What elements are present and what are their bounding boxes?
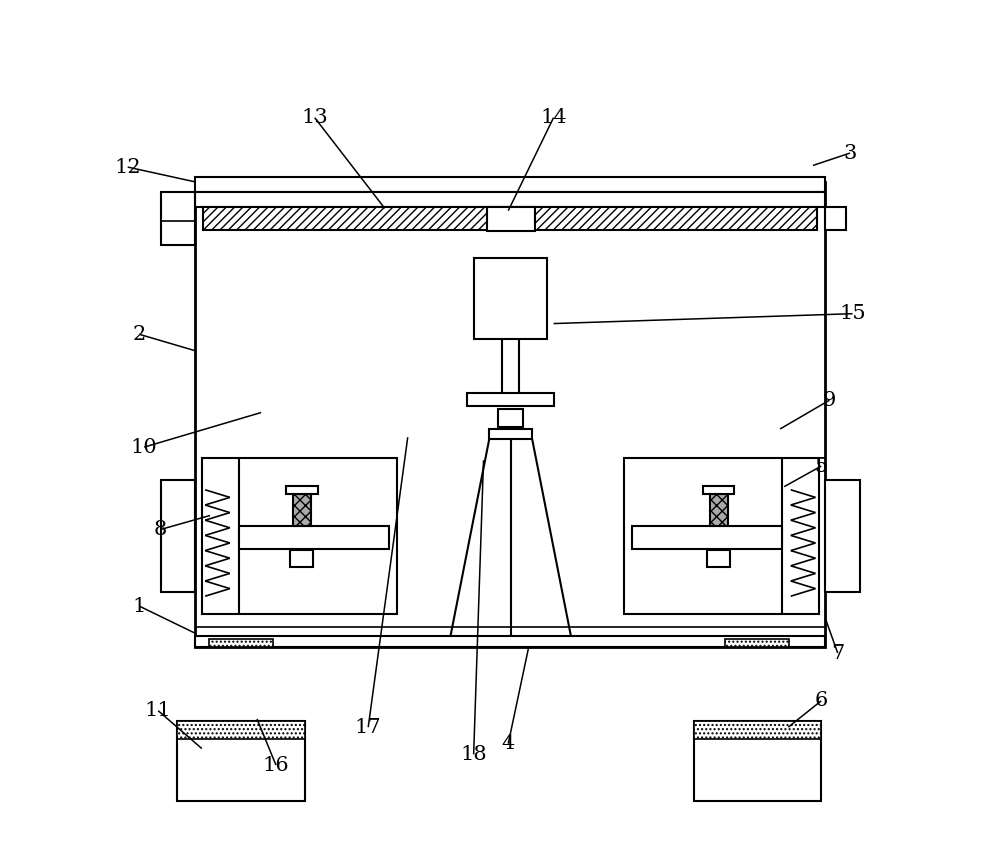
Bar <box>694 721 821 739</box>
Bar <box>209 639 273 647</box>
Text: 18: 18 <box>460 745 487 764</box>
Text: 10: 10 <box>131 438 158 456</box>
Text: 14: 14 <box>540 108 567 127</box>
Text: 15: 15 <box>839 305 866 323</box>
Bar <box>286 486 318 494</box>
Bar <box>710 494 728 526</box>
Bar <box>195 192 825 207</box>
Bar <box>825 207 846 230</box>
Bar <box>195 177 825 192</box>
Text: 9: 9 <box>823 390 836 409</box>
Text: 13: 13 <box>301 108 328 127</box>
Bar <box>290 550 313 567</box>
Text: 2: 2 <box>133 325 146 344</box>
Bar <box>467 393 554 406</box>
Text: 5: 5 <box>815 456 828 475</box>
Bar <box>725 639 789 647</box>
Text: 1: 1 <box>133 596 146 615</box>
Text: 4: 4 <box>502 734 515 753</box>
Bar <box>177 721 305 739</box>
Bar <box>624 458 819 614</box>
Bar <box>703 486 734 494</box>
Text: 3: 3 <box>843 143 857 162</box>
Bar <box>498 409 523 427</box>
Text: 16: 16 <box>263 756 289 775</box>
Bar <box>239 526 389 548</box>
Bar <box>293 494 311 526</box>
Text: 17: 17 <box>355 717 382 737</box>
Bar <box>707 550 730 567</box>
Bar <box>195 636 825 647</box>
Bar <box>177 721 305 801</box>
Bar <box>161 192 195 245</box>
Text: 8: 8 <box>154 520 167 539</box>
Bar <box>487 207 535 232</box>
Bar <box>489 429 532 439</box>
Text: 12: 12 <box>114 158 141 177</box>
Bar <box>195 182 825 647</box>
Text: 6: 6 <box>815 692 828 710</box>
Bar <box>161 480 195 592</box>
Bar <box>694 721 821 801</box>
Bar <box>202 458 397 614</box>
Text: 11: 11 <box>145 701 172 720</box>
Bar <box>474 258 547 339</box>
Bar <box>825 480 860 592</box>
Bar <box>632 526 782 548</box>
Text: 7: 7 <box>831 644 844 662</box>
Bar <box>203 207 817 230</box>
